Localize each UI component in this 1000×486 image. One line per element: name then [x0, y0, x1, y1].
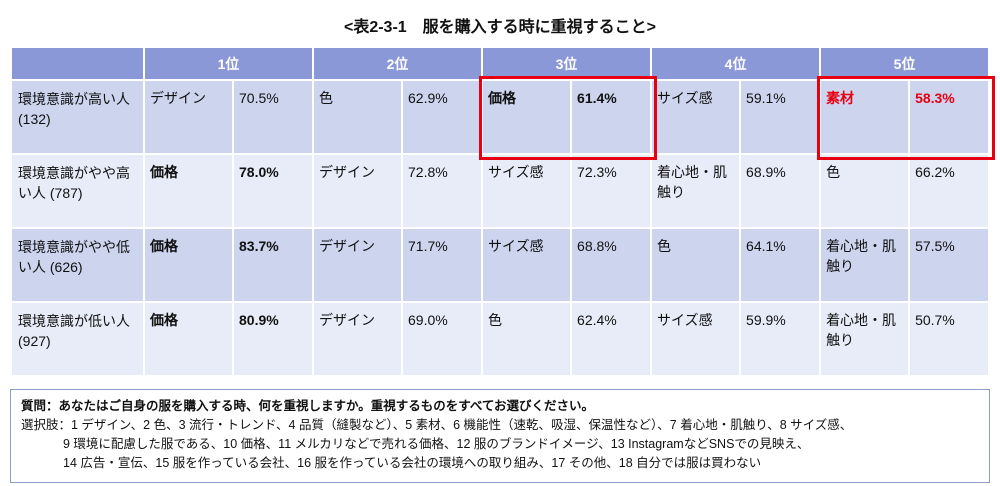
- rank-item: 色: [819, 153, 911, 229]
- rank-item: デザイン: [312, 227, 404, 303]
- table-row-somewhat-low-awareness: 環境意識がやや低い人 (626) 価格 83.7% デザイン 71.7% サイズ…: [10, 227, 991, 303]
- rank-item: 色: [312, 79, 404, 155]
- rank-item: 着心地・肌触り: [819, 227, 911, 303]
- rank-pct: 62.9%: [401, 79, 484, 155]
- rank-header-3: 3位: [481, 46, 653, 81]
- rank-pct: 72.3%: [570, 153, 653, 229]
- rank-item: デザイン: [312, 301, 404, 377]
- header-row: 1位 2位 3位 4位 5位: [10, 46, 991, 81]
- rank-pct: 59.1%: [739, 79, 822, 155]
- rank-pct: 64.1%: [739, 227, 822, 303]
- rank-pct-highlighted: 61.4%: [570, 79, 653, 155]
- rank-pct: 80.9%: [231, 301, 315, 377]
- ranking-table: 1位 2位 3位 4位 5位 環境意識が高い人 (132) デザイン 70.5%…: [10, 46, 991, 377]
- ranking-table-wrap: 1位 2位 3位 4位 5位 環境意識が高い人 (132) デザイン 70.5%…: [10, 46, 995, 377]
- rank-header-5: 5位: [819, 46, 991, 81]
- row-label: 環境意識がやや低い人 (626): [10, 227, 145, 303]
- rank-item-highlighted: 素材: [819, 79, 911, 155]
- rank-pct: 72.8%: [401, 153, 484, 229]
- footnote-box: 質問：あなたはご自身の服を購入する時、何を重視しますか。重視するものをすべてお選…: [10, 389, 990, 483]
- row-label: 環境意識が低い人 (927): [10, 301, 145, 377]
- options-line-2: 9 環境に配慮した服である、10 価格、11 メルカリなどで売れる価格、12 服…: [63, 437, 810, 451]
- question-text: 質問：あなたはご自身の服を購入する時、何を重視しますか。重視するものをすべてお選…: [21, 399, 595, 413]
- table-row-low-awareness: 環境意識が低い人 (927) 価格 80.9% デザイン 69.0% 色 62.…: [10, 301, 991, 377]
- rank-item: サイズ感: [481, 227, 573, 303]
- rank-pct: 69.0%: [401, 301, 484, 377]
- row-label: 環境意識が高い人 (132): [10, 79, 145, 155]
- rank-pct: 78.0%: [231, 153, 315, 229]
- rank-header-4: 4位: [650, 46, 822, 81]
- rank-pct: 62.4%: [570, 301, 653, 377]
- rank-pct: 66.2%: [908, 153, 991, 229]
- corner-cell: [10, 46, 145, 81]
- rank-item: 価格: [143, 153, 234, 229]
- rank-pct: 57.5%: [908, 227, 991, 303]
- rank-item: 価格: [143, 227, 234, 303]
- rank-pct: 71.7%: [401, 227, 484, 303]
- rank-pct: 50.7%: [908, 301, 991, 377]
- rank-pct: 68.9%: [739, 153, 822, 229]
- rank-item: 着心地・肌触り: [650, 153, 742, 229]
- table-row-high-awareness: 環境意識が高い人 (132) デザイン 70.5% 色 62.9% 価格 61.…: [10, 79, 991, 155]
- rank-item: デザイン: [312, 153, 404, 229]
- rank-header-2: 2位: [312, 46, 484, 81]
- rank-pct-highlighted: 58.3%: [908, 79, 991, 155]
- rank-item: 色: [650, 227, 742, 303]
- rank-item: サイズ感: [650, 79, 742, 155]
- rank-item-highlighted: 価格: [481, 79, 573, 155]
- options-line-3: 14 広告・宣伝、15 服を作っている会社、16 服を作っている会社の環境への取…: [63, 456, 762, 470]
- rank-item: 着心地・肌触り: [819, 301, 911, 377]
- rank-item: サイズ感: [481, 153, 573, 229]
- rank-pct: 59.9%: [739, 301, 822, 377]
- rank-item: 価格: [143, 301, 234, 377]
- row-label: 環境意識がやや高い人 (787): [10, 153, 145, 229]
- rank-pct: 70.5%: [231, 79, 315, 155]
- rank-item: 色: [481, 301, 573, 377]
- options-line-1: 選択肢：1 デザイン、2 色、3 流行・トレンド、4 品質（縫製など）、5 素材…: [21, 418, 853, 432]
- rank-header-1: 1位: [142, 46, 315, 81]
- table-title: <表2-3-1 服を購入する時に重視すること>: [343, 19, 657, 36]
- rank-item: サイズ感: [650, 301, 742, 377]
- rank-pct: 83.7%: [231, 227, 315, 303]
- table-row-somewhat-high-awareness: 環境意識がやや高い人 (787) 価格 78.0% デザイン 72.8% サイズ…: [10, 153, 991, 229]
- rank-pct: 68.8%: [570, 227, 653, 303]
- rank-item: デザイン: [143, 79, 234, 155]
